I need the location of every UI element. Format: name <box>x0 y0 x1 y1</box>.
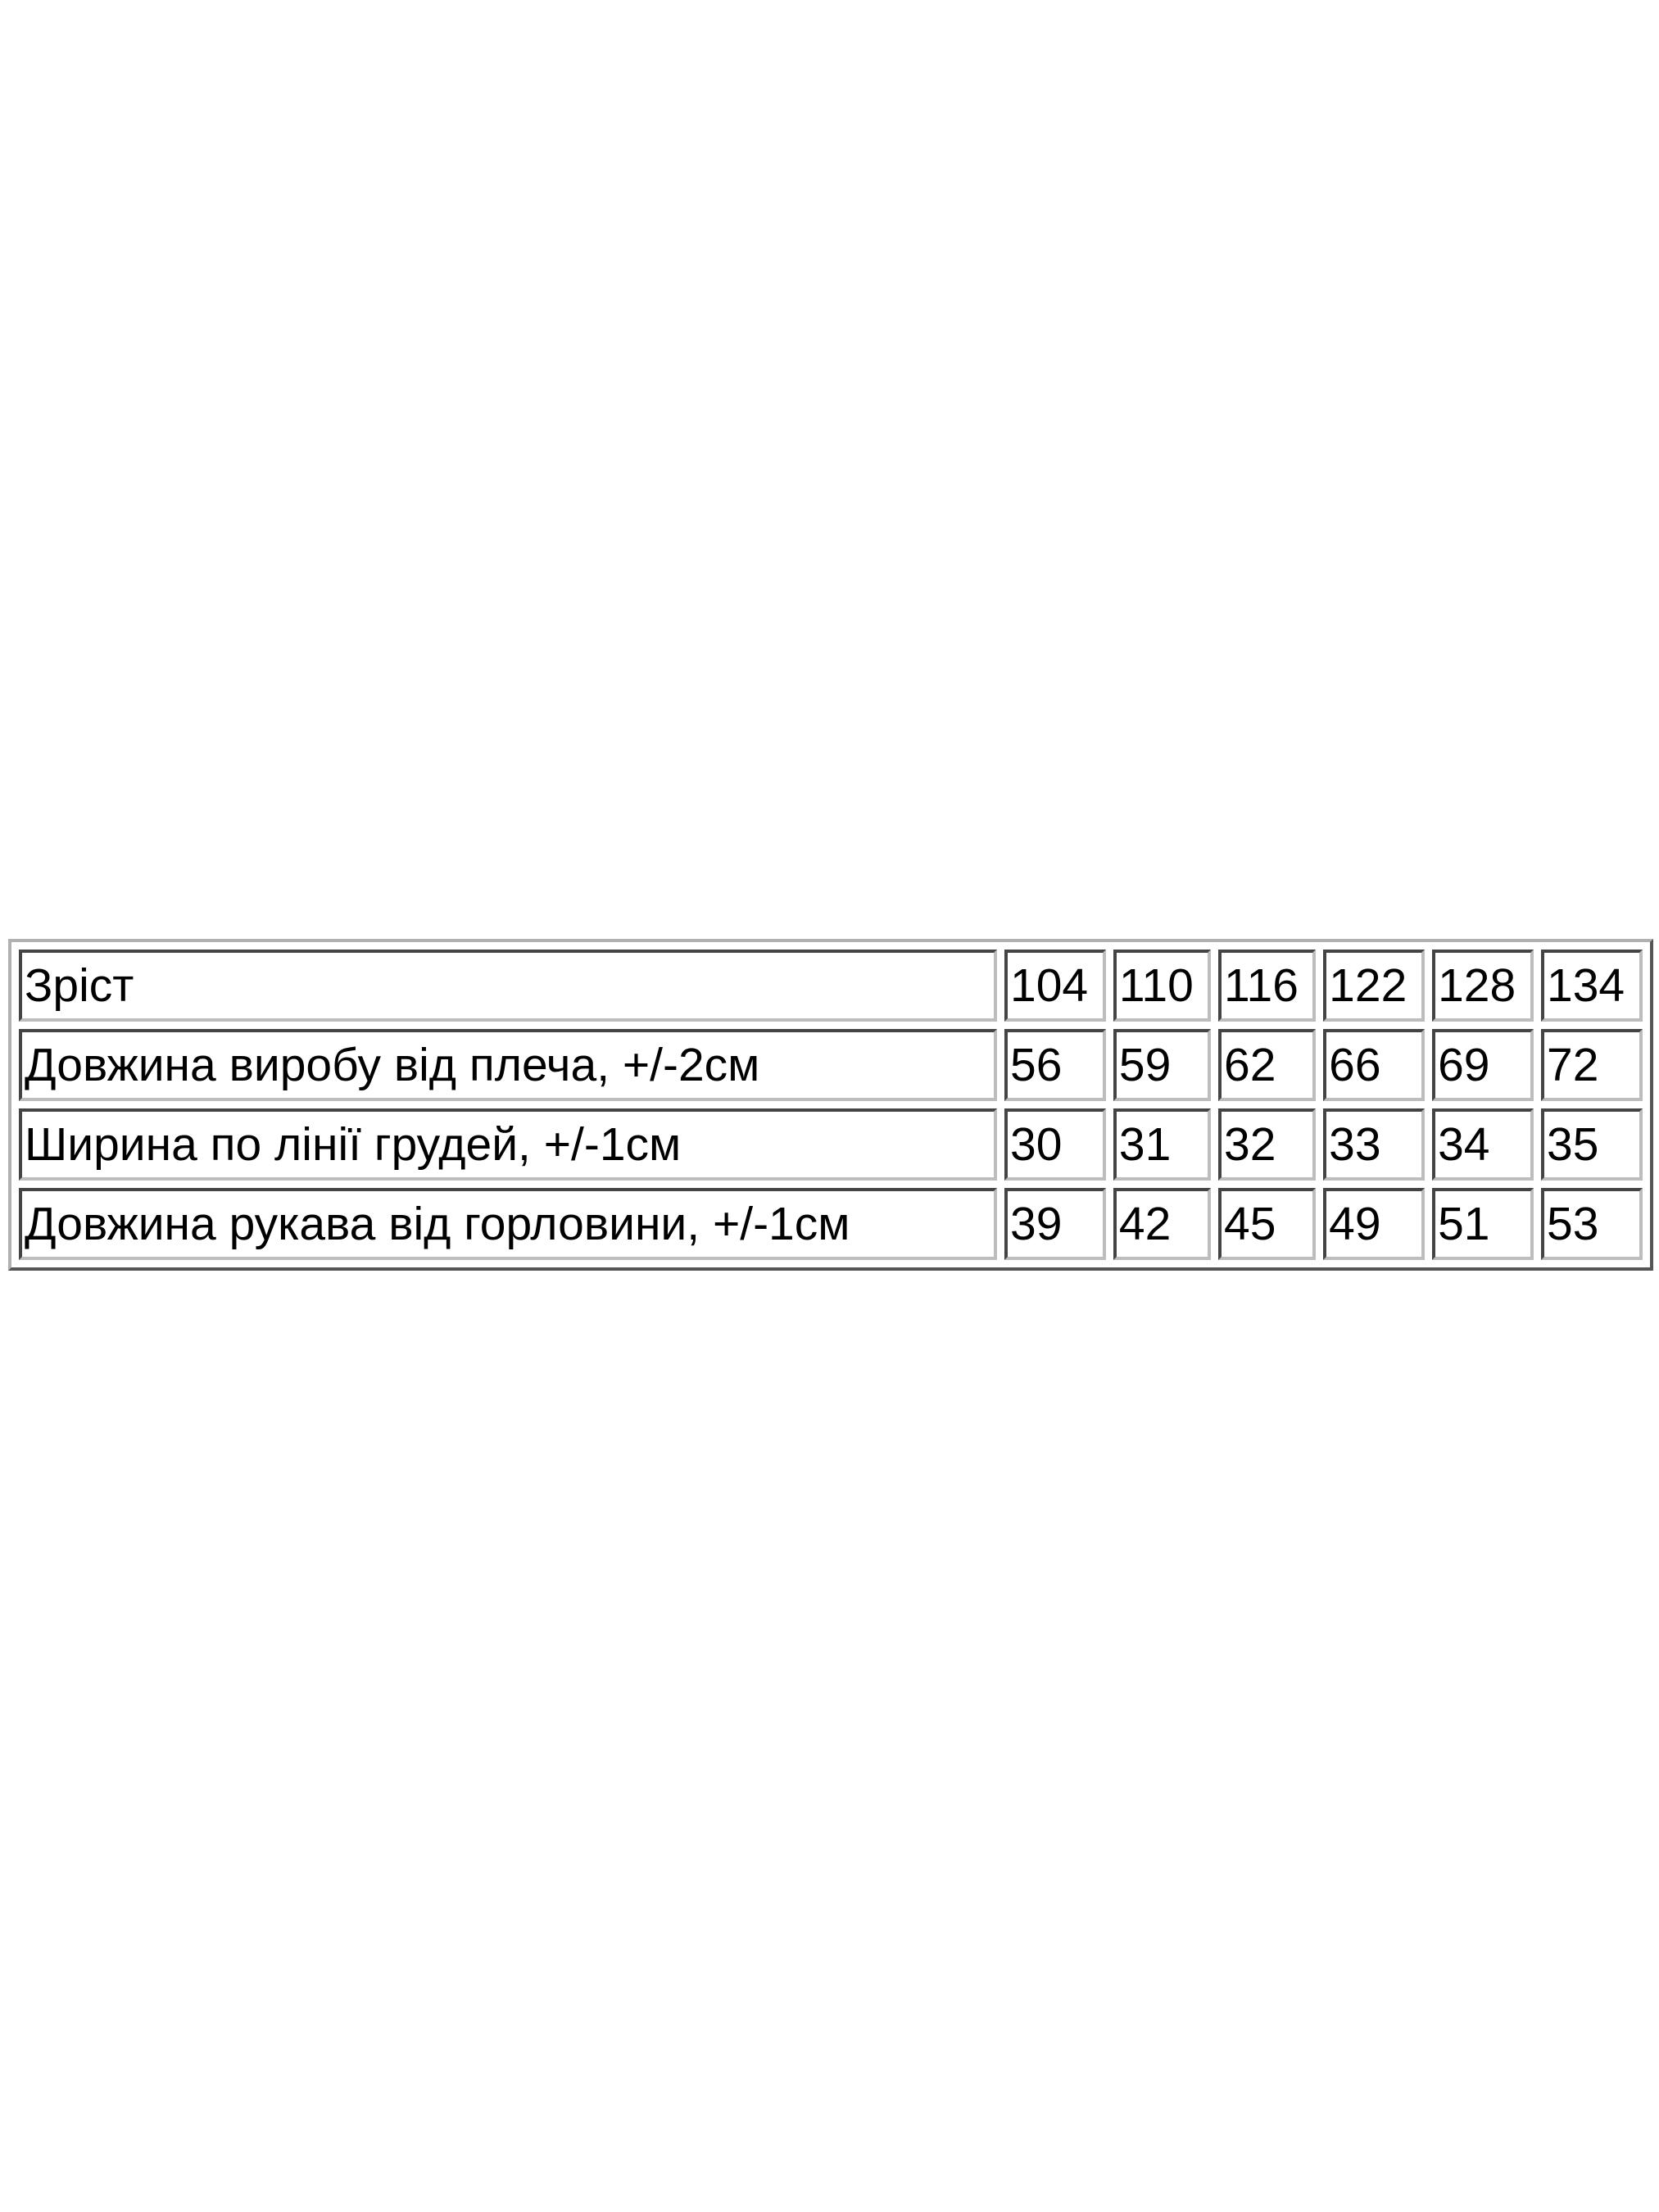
value-cell: 33 <box>1323 1108 1426 1181</box>
size-cell: 110 <box>1113 950 1212 1022</box>
size-cell: 128 <box>1432 950 1534 1022</box>
value-cell: 42 <box>1113 1188 1212 1260</box>
row-label: Довжина виробу від плеча, +/-2см <box>19 1029 997 1101</box>
size-chart-table: Зріст 104 110 116 122 128 134 Довжина ви… <box>8 939 1653 1271</box>
value-cell: 31 <box>1113 1108 1212 1181</box>
size-cell: 122 <box>1323 950 1426 1022</box>
size-cell: 116 <box>1218 950 1317 1022</box>
value-cell: 59 <box>1113 1029 1212 1101</box>
value-cell: 66 <box>1323 1029 1426 1101</box>
row-label: Довжина рукава від горловини, +/-1см <box>19 1188 997 1260</box>
value-cell: 72 <box>1541 1029 1643 1101</box>
value-cell: 39 <box>1004 1188 1106 1260</box>
header-label: Зріст <box>19 950 997 1022</box>
table-header-row: Зріст 104 110 116 122 128 134 <box>19 950 1643 1022</box>
value-cell: 45 <box>1218 1188 1317 1260</box>
value-cell: 56 <box>1004 1029 1106 1101</box>
value-cell: 53 <box>1541 1188 1643 1260</box>
table-row: Ширина по лінії грудей, +/-1см 30 31 32 … <box>19 1108 1643 1181</box>
value-cell: 51 <box>1432 1188 1534 1260</box>
value-cell: 30 <box>1004 1108 1106 1181</box>
table-row: Довжина рукава від горловини, +/-1см 39 … <box>19 1188 1643 1260</box>
size-cell: 134 <box>1541 950 1643 1022</box>
value-cell: 49 <box>1323 1188 1426 1260</box>
value-cell: 62 <box>1218 1029 1317 1101</box>
value-cell: 35 <box>1541 1108 1643 1181</box>
value-cell: 34 <box>1432 1108 1534 1181</box>
table-row: Довжина виробу від плеча, +/-2см 56 59 6… <box>19 1029 1643 1101</box>
row-label: Ширина по лінії грудей, +/-1см <box>19 1108 997 1181</box>
value-cell: 32 <box>1218 1108 1317 1181</box>
value-cell: 69 <box>1432 1029 1534 1101</box>
size-cell: 104 <box>1004 950 1106 1022</box>
